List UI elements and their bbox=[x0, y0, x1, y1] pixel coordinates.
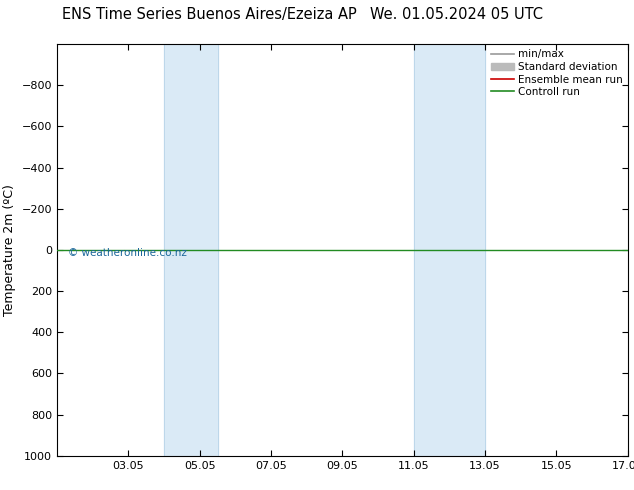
Text: © weatheronline.co.nz: © weatheronline.co.nz bbox=[68, 248, 188, 258]
Text: ENS Time Series Buenos Aires/Ezeiza AP: ENS Time Series Buenos Aires/Ezeiza AP bbox=[62, 7, 356, 22]
Bar bbox=[413, 44, 485, 456]
Text: We. 01.05.2024 05 UTC: We. 01.05.2024 05 UTC bbox=[370, 7, 543, 22]
Legend: min/max, Standard deviation, Ensemble mean run, Controll run: min/max, Standard deviation, Ensemble me… bbox=[489, 47, 624, 99]
Bar bbox=[164, 44, 217, 456]
Y-axis label: Temperature 2m (ºC): Temperature 2m (ºC) bbox=[3, 184, 16, 316]
